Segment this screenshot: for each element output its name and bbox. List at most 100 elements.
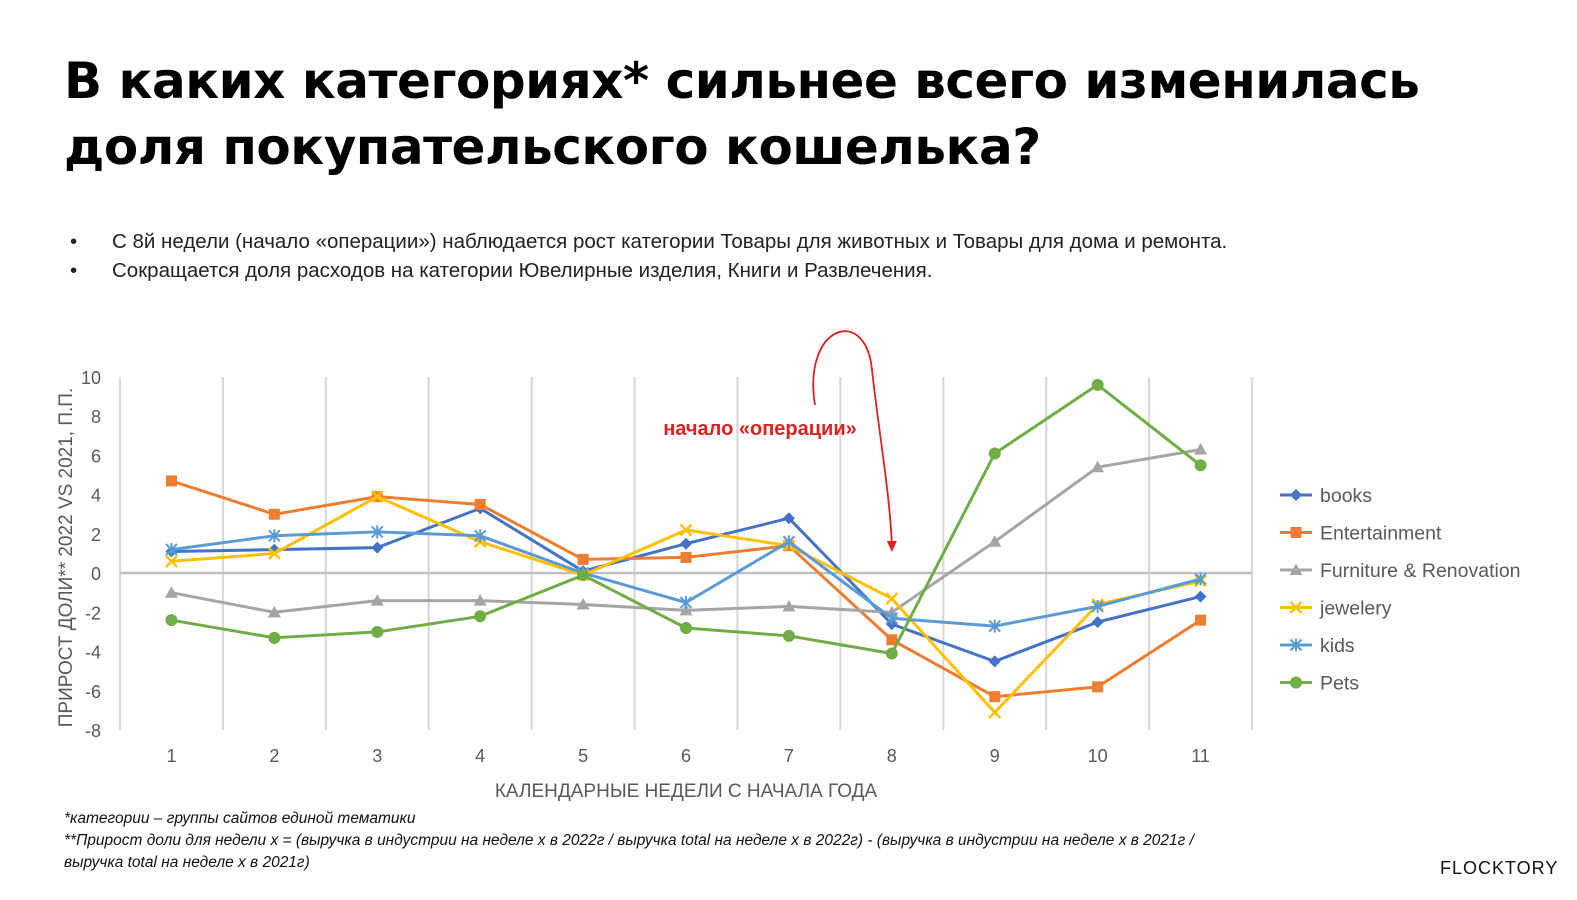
data-point-furniture-renovation: [164, 586, 178, 598]
data-point-kids: [1194, 572, 1207, 586]
key-finding-2: Сокращается доля расходов на категории Ю…: [68, 256, 1227, 285]
legend-item-jewelery: jewelery: [1280, 598, 1392, 620]
x-tick-label: 3: [372, 746, 382, 766]
data-point-books: [1194, 590, 1207, 603]
data-point-furniture-renovation: [679, 603, 693, 616]
legend-label-jewelery: jewelery: [1319, 598, 1392, 620]
y-tick-label: -8: [85, 721, 101, 741]
data-point-kids: [1091, 599, 1104, 613]
data-point-furniture-renovation: [473, 594, 487, 606]
legend-item-pets: Pets: [1280, 673, 1359, 695]
data-point-jewelery: [885, 592, 899, 605]
x-tick-label: 8: [887, 746, 897, 766]
y-axis-title: ПРИРОСТ ДОЛИ** 2022 VS 2021, П.П.: [56, 388, 77, 728]
y-tick-label: -6: [85, 682, 101, 702]
footnotes: *категории – группы сайтов единой темати…: [64, 808, 1364, 874]
data-point-furniture-renovation: [267, 605, 281, 618]
data-point-kids: [885, 611, 899, 625]
data-point-books: [782, 512, 795, 525]
data-point-furniture-renovation: [1194, 443, 1208, 455]
data-point-furniture-renovation: [576, 597, 590, 610]
legend-item-entertainment: Entertainment: [1280, 523, 1442, 545]
data-point-kids: [268, 529, 281, 543]
legend-label-furniture-renovation: Furniture & Renovation: [1320, 560, 1521, 582]
y-tick-label: -4: [85, 643, 101, 663]
data-point-entertainment: [474, 498, 486, 510]
data-point-entertainment: [1092, 681, 1104, 693]
data-point-pets: [165, 614, 178, 627]
page-title-line-1: В каких категориях* сильнее всего измени…: [64, 52, 1420, 110]
data-point-pets: [885, 647, 898, 660]
footnote-formula-continued: выручка total на неделе x в 2021г): [64, 854, 310, 871]
data-point-jewelery: [268, 547, 281, 560]
data-point-pets: [680, 622, 692, 635]
legend-item-kids: kids: [1280, 635, 1355, 657]
data-point-entertainment: [989, 691, 1001, 703]
chart-series: [164, 378, 1208, 719]
key-finding-1: С 8й недели (начало «операции») наблюдае…: [68, 227, 1227, 256]
x-tick-label: 2: [269, 746, 279, 766]
x-tick-label: 4: [475, 746, 485, 766]
data-point-pets: [1194, 459, 1207, 472]
annotation-arrowhead: [886, 541, 897, 552]
legend-marker-furniture-renovation: [1289, 563, 1303, 575]
legend-label-pets: Pets: [1320, 673, 1359, 695]
data-point-jewelery: [988, 706, 1002, 719]
footnote-categories: *категории – группы сайтов единой темати…: [64, 810, 416, 827]
data-point-pets: [474, 610, 487, 623]
data-point-books: [1091, 616, 1104, 629]
data-point-kids: [988, 619, 1001, 633]
y-tick-label: -2: [85, 603, 101, 623]
data-point-entertainment: [886, 634, 898, 646]
x-axis-title: КАЛЕНДАРНЫЕ НЕДЕЛИ С НАЧАЛА ГОДА: [495, 781, 878, 802]
y-tick-label: 8: [91, 407, 101, 427]
y-tick-label: 6: [91, 446, 101, 466]
data-point-books: [371, 541, 384, 554]
data-point-kids: [473, 529, 487, 543]
legend-label-kids: kids: [1320, 635, 1355, 657]
y-tick-label: 4: [91, 486, 101, 506]
data-point-entertainment: [680, 551, 692, 563]
chart-legend: books Entertainment Furniture & Renovation…: [1280, 485, 1521, 695]
x-tick-label: 7: [784, 746, 794, 766]
legend-label-entertainment: Entertainment: [1320, 523, 1442, 545]
series-pets: [165, 378, 1207, 660]
data-point-furniture-renovation: [1091, 460, 1105, 473]
data-point-furniture-renovation: [370, 594, 384, 606]
annotation-label: начало «операции»: [663, 418, 857, 440]
legend-label-books: books: [1320, 485, 1372, 507]
legend-item-books: books: [1280, 485, 1372, 507]
data-point-kids: [165, 543, 178, 557]
legend-marker-entertainment: [1290, 527, 1302, 538]
data-point-entertainment: [268, 508, 280, 520]
page-title-line-2: доля покупательского кошелька?: [64, 118, 1041, 176]
data-point-furniture-renovation: [988, 535, 1002, 547]
x-tick-label: 5: [578, 746, 588, 766]
data-point-pets: [268, 631, 281, 644]
series-kids: [165, 525, 1207, 633]
data-point-entertainment: [577, 553, 589, 565]
data-point-pets: [782, 629, 795, 642]
data-point-jewelery: [370, 490, 384, 503]
x-tick-label: 10: [1088, 746, 1108, 766]
data-point-pets: [371, 625, 384, 638]
data-point-pets: [988, 447, 1001, 460]
data-point-entertainment: [1195, 614, 1207, 626]
legend-marker-pets: [1290, 676, 1302, 689]
page-title: В каких категориях* сильнее всего измени…: [64, 48, 1524, 180]
data-point-kids: [782, 535, 796, 549]
legend-item-furniture-renovation: Furniture & Renovation: [1280, 560, 1521, 582]
data-point-kids: [371, 525, 384, 539]
key-findings-list: С 8й недели (начало «операции») наблюдае…: [68, 227, 1227, 285]
legend-marker-books: [1290, 489, 1302, 501]
data-point-books: [988, 655, 1001, 668]
data-point-kids: [679, 596, 693, 610]
data-point-jewelery: [165, 554, 178, 568]
flocktory-logo: FLOCKTORY: [1440, 858, 1559, 878]
data-point-jewelery: [679, 523, 693, 537]
x-tick-label: 11: [1191, 746, 1210, 766]
data-point-furniture-renovation: [782, 599, 796, 612]
x-tick-label: 9: [990, 746, 1000, 766]
data-point-entertainment: [165, 475, 177, 487]
